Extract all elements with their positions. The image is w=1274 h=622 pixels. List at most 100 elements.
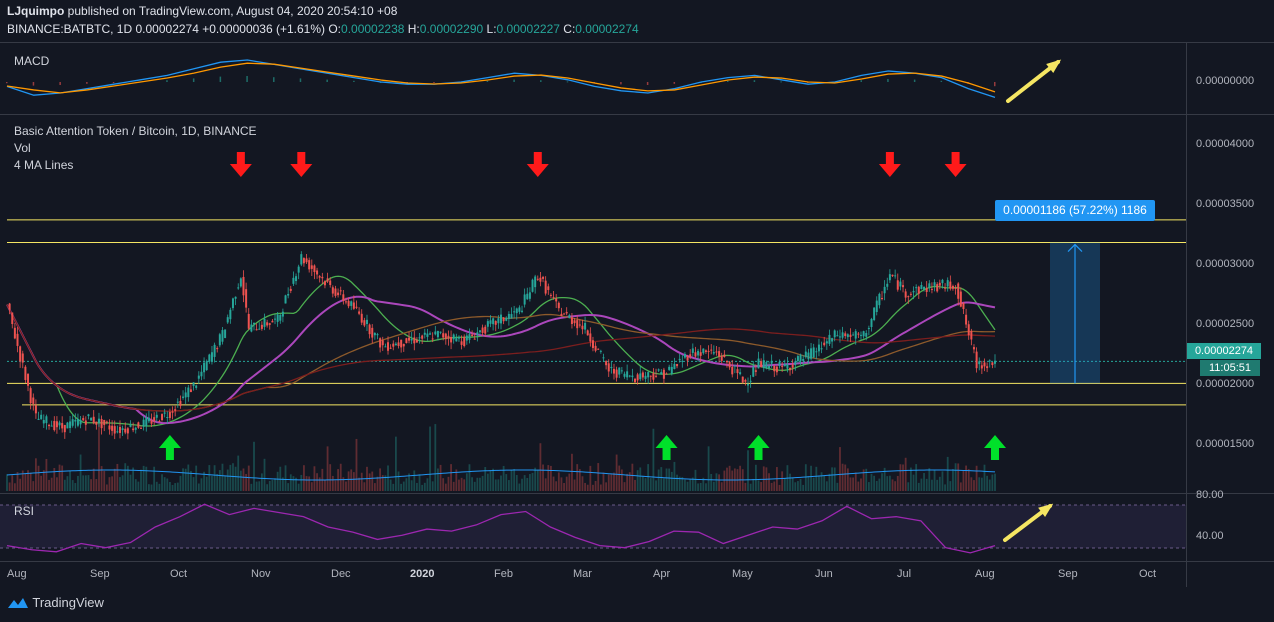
volume-bar	[77, 475, 79, 491]
volume-bar	[213, 465, 216, 491]
candle-body	[820, 348, 823, 350]
candle-body	[263, 318, 266, 327]
volume-bar	[360, 472, 363, 491]
volume-bar	[61, 465, 64, 491]
volume-bar	[87, 475, 90, 491]
candle-body	[216, 348, 219, 350]
candle-body	[405, 338, 408, 344]
volume-bar	[510, 469, 513, 491]
volume-bar	[494, 479, 497, 491]
volume-bar	[920, 478, 923, 491]
volume-bar	[715, 473, 718, 491]
volume-bar	[166, 478, 169, 491]
candle-body	[471, 334, 474, 336]
volume-bar	[507, 480, 510, 491]
volume-bar	[860, 478, 862, 491]
candle-body	[287, 293, 290, 296]
volume-bar	[983, 464, 986, 491]
volume-bar	[292, 476, 295, 491]
volume-bar	[804, 464, 807, 491]
volume-bar	[618, 465, 621, 491]
main-chart-title[interactable]: Basic Attention Token / Bitcoin, 1D, BIN…	[14, 124, 257, 138]
volume-bar	[991, 474, 994, 491]
candle-body	[589, 333, 592, 342]
macd-histogram-bar	[673, 82, 676, 84]
volume-bar	[66, 476, 69, 491]
measure-tool-label[interactable]: 0.00001186 (57.22%) 1186	[995, 200, 1155, 221]
price-tick: 0.00003500	[1196, 198, 1255, 210]
volume-legend[interactable]: Vol	[14, 141, 31, 155]
ma-lines-legend[interactable]: 4 MA Lines	[14, 158, 74, 172]
volume-bar	[339, 463, 342, 491]
candle-body	[576, 320, 579, 329]
candle-body	[775, 366, 778, 373]
volume-bar	[857, 481, 860, 491]
candle-body	[610, 366, 613, 369]
volume-bar	[928, 468, 931, 491]
macd-pane-separator[interactable]	[0, 114, 1274, 115]
volume-bar	[762, 466, 765, 491]
candle-body	[531, 279, 534, 292]
candle-body	[397, 342, 400, 346]
candle-body	[626, 371, 629, 378]
candle-body	[930, 288, 933, 290]
rsi-legend[interactable]: RSI	[14, 504, 35, 518]
volume-bar	[749, 483, 752, 491]
candle-body	[182, 396, 185, 398]
volume-bar	[744, 482, 747, 491]
tradingview-brand[interactable]: TradingView	[7, 595, 104, 611]
volume-bar	[941, 471, 944, 491]
volume-bar	[912, 474, 915, 491]
candle-body	[920, 284, 923, 290]
candle-body	[662, 369, 665, 379]
volume-bar	[634, 479, 636, 491]
candle-body	[896, 280, 899, 290]
candle-body	[103, 419, 106, 425]
volume-bar	[973, 480, 975, 491]
candle-body	[959, 291, 962, 307]
candle-body	[105, 421, 108, 423]
volume-bar	[250, 483, 253, 491]
candle-body	[321, 276, 324, 279]
volume-bar	[970, 477, 973, 491]
candle-body	[697, 350, 700, 356]
candle-body	[460, 341, 463, 345]
volume-bar	[11, 475, 14, 491]
volume-bar	[111, 476, 114, 491]
candle-body	[565, 311, 568, 314]
volume-bar	[571, 453, 573, 491]
candle-body	[739, 372, 742, 375]
volume-bar	[305, 476, 308, 491]
candle-body	[841, 332, 844, 338]
candle-body	[34, 405, 37, 414]
volume-bar	[98, 419, 100, 491]
candle-body	[817, 344, 820, 352]
candle-body	[32, 397, 35, 404]
candle-body	[463, 336, 466, 347]
rsi-pane-separator[interactable]	[0, 493, 1274, 494]
volume-bar	[71, 480, 74, 491]
candle-body	[778, 361, 781, 367]
candle-body	[757, 358, 760, 369]
candle-body	[37, 418, 40, 420]
macd-legend[interactable]: MACD	[14, 54, 50, 68]
volume-bar	[258, 481, 261, 491]
candle-body	[329, 280, 332, 285]
volume-bar	[116, 463, 119, 491]
candle-body	[852, 334, 855, 336]
volume-bar	[854, 472, 857, 491]
candle-body	[573, 320, 576, 324]
volume-bar	[802, 484, 805, 491]
candle-body	[344, 301, 347, 303]
candle-body	[796, 356, 799, 362]
candle-body	[69, 421, 72, 428]
candle-body	[986, 366, 989, 369]
volume-bar	[936, 479, 939, 491]
symbol-name: BINANCE:BATBTC, 1D	[7, 22, 133, 36]
volume-bar	[400, 483, 403, 491]
volume-bar	[308, 476, 311, 491]
publisher-name[interactable]: LJquimpo	[7, 4, 65, 18]
volume-bar	[171, 484, 174, 491]
volume-bar	[946, 456, 949, 491]
